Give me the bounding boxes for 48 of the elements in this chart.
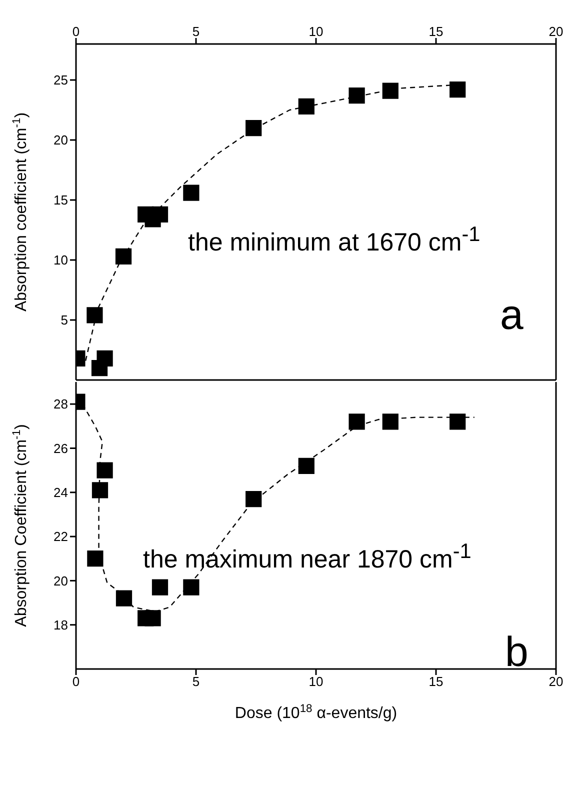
y-tick-label: 20 [54,132,68,148]
point [450,414,466,430]
y-tick-label: 26 [54,440,68,456]
x2-tick-label: 5 [192,24,200,39]
x-tick-label: 15 [428,674,444,690]
y-tick-label: 18 [54,617,68,632]
x2-tick-label: 20 [548,24,564,39]
point [152,579,168,596]
x-tick-label: 5 [192,674,200,690]
y-tick-label: 24 [54,485,68,500]
annotation: a [500,290,524,340]
y-tick-label: 20 [54,573,68,588]
point [246,490,262,508]
point [382,82,398,99]
x2-tick-label: 0 [72,24,80,39]
point [183,579,200,596]
y-tick-label: 25 [54,72,68,88]
x-axis-title: Dose (10$^{18}$ α-events/g) [234,703,398,722]
point [348,414,365,430]
point [115,248,132,264]
x2-tick-label: 10 [308,24,324,39]
y-tick-label: 10 [54,252,68,268]
annotation: the maximum near 1870 cm$^{-1}$ [143,540,472,574]
point [87,550,104,567]
point [246,120,262,136]
x-tick-label: 0 [72,674,80,690]
point [92,482,108,498]
y-tick-label: 28 [54,396,68,412]
y-tick-label: 15 [54,192,68,208]
point [96,462,113,478]
point [382,414,398,430]
annotation: b [505,627,528,677]
point [298,458,314,474]
point [298,98,314,114]
annotation: the minimum at 1670 cm$^{-1}$ [188,223,480,258]
y-tick-label: 5 [60,312,68,328]
x2-tick-label: 15 [428,24,444,39]
point [96,350,113,366]
y-tick-label: 22 [54,529,68,544]
point [86,307,103,324]
point [116,590,132,606]
point [144,610,161,626]
x-tick-label: 20 [548,674,564,690]
point [450,82,466,98]
point [152,206,168,222]
point [183,184,200,201]
x-tick-label: 10 [308,674,324,690]
point [348,88,365,104]
